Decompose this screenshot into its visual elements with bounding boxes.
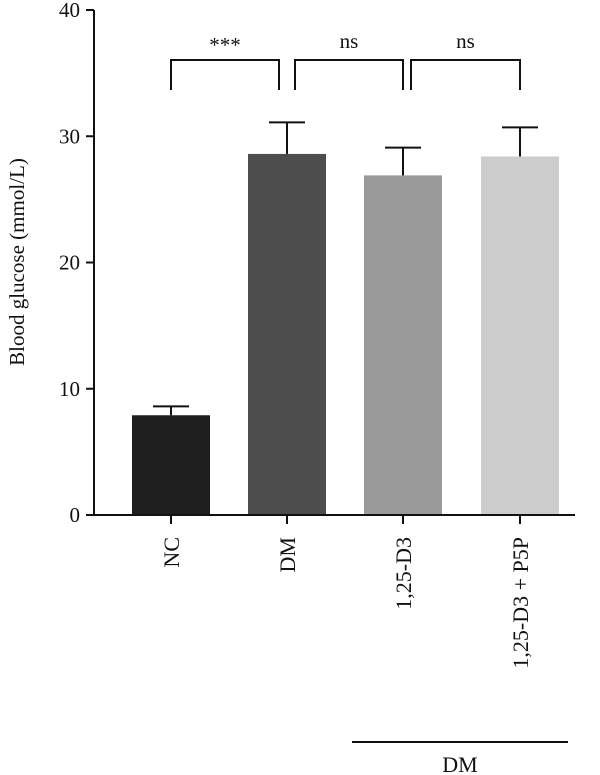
- x-axis: NC DM 1,25-D3 1,25-D3 + P5P: [94, 514, 575, 669]
- y-axis: 0 10 20 30 40: [59, 0, 95, 527]
- y-tick-label: 10: [59, 377, 80, 401]
- significance-bracket: [410, 59, 521, 90]
- significance-bracket: [294, 59, 404, 90]
- bar-group: [132, 153, 559, 516]
- y-tick-label: 20: [59, 251, 80, 275]
- group-bracket: DM: [352, 741, 568, 775]
- significance-bracket: [170, 59, 280, 90]
- x-tick-label: 1,25-D3 + P5P: [508, 537, 533, 669]
- bar-3: [364, 175, 442, 515]
- x-tick-label: 1,25-D3: [391, 537, 416, 610]
- bar-1: [132, 415, 210, 515]
- significance-label: ***: [209, 33, 241, 57]
- significance-label: ns: [340, 29, 359, 53]
- y-tick-label: 0: [70, 503, 81, 527]
- y-axis-label: Blood glucose (mmol/L): [5, 158, 29, 366]
- group-label: DM: [442, 752, 477, 775]
- significance-brackets: *** ns ns: [170, 29, 521, 90]
- x-tick-label: NC: [159, 537, 184, 568]
- y-tick-label: 40: [59, 0, 80, 22]
- y-tick-label: 30: [59, 124, 80, 148]
- significance-label: ns: [456, 29, 475, 53]
- bar-2: [248, 153, 326, 516]
- x-tick-label: DM: [275, 537, 300, 572]
- error-bar-group: [153, 121, 538, 416]
- bar-4: [481, 156, 559, 515]
